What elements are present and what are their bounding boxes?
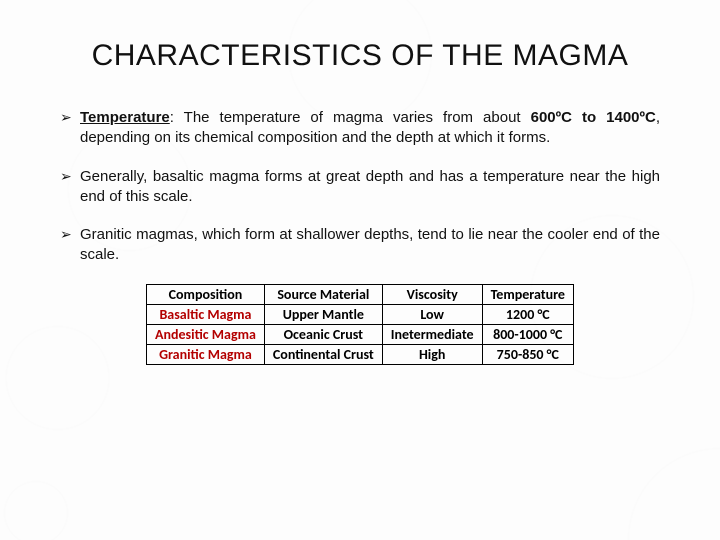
table-row: Granitic Magma Continental Crust High 75… bbox=[147, 344, 574, 364]
bullet-granitic: Granitic magmas, which form at shallower… bbox=[60, 225, 660, 266]
table-header-row: Composition Source Material Viscosity Te… bbox=[147, 284, 574, 304]
cell-viscosity: Low bbox=[382, 304, 482, 324]
cell-temperature: 750-850 °C bbox=[482, 344, 573, 364]
cell-composition: Granitic Magma bbox=[147, 344, 265, 364]
cell-source: Continental Crust bbox=[264, 344, 382, 364]
bullet-inline-range: 600ºC to 1400ºC bbox=[531, 109, 656, 126]
slide: CHARACTERISTICS OF THE MAGMA Temperature… bbox=[0, 0, 720, 540]
cell-composition: Andesitic Magma bbox=[147, 324, 265, 344]
bullet-list: Temperature: The temperature of magma va… bbox=[60, 108, 660, 266]
cell-source: Oceanic Crust bbox=[264, 324, 382, 344]
cell-temperature: 1200 °C bbox=[482, 304, 573, 324]
cell-composition: Basaltic Magma bbox=[147, 304, 265, 324]
table-row: Basaltic Magma Upper Mantle Low 1200 °C bbox=[147, 304, 574, 324]
bullet-basaltic: Generally, basaltic magma forms at great… bbox=[60, 167, 660, 208]
cell-viscosity: High bbox=[382, 344, 482, 364]
bullet-temperature: Temperature: The temperature of magma va… bbox=[60, 108, 660, 149]
col-composition: Composition bbox=[147, 284, 265, 304]
cell-viscosity: Inetermediate bbox=[382, 324, 482, 344]
bullet-lead-label: Temperature bbox=[80, 109, 170, 126]
col-source-material: Source Material bbox=[264, 284, 382, 304]
col-viscosity: Viscosity bbox=[382, 284, 482, 304]
bullet-lead-suffix: : The temperature of magma varies from a… bbox=[170, 109, 531, 126]
composition-table: Composition Source Material Viscosity Te… bbox=[146, 284, 574, 365]
cell-source: Upper Mantle bbox=[264, 304, 382, 324]
background-decoration bbox=[0, 0, 720, 540]
table-row: Andesitic Magma Oceanic Crust Inetermedi… bbox=[147, 324, 574, 344]
slide-title: CHARACTERISTICS OF THE MAGMA bbox=[60, 38, 660, 74]
cell-temperature: 800-1000 °C bbox=[482, 324, 573, 344]
col-temperature: Temperature bbox=[482, 284, 573, 304]
